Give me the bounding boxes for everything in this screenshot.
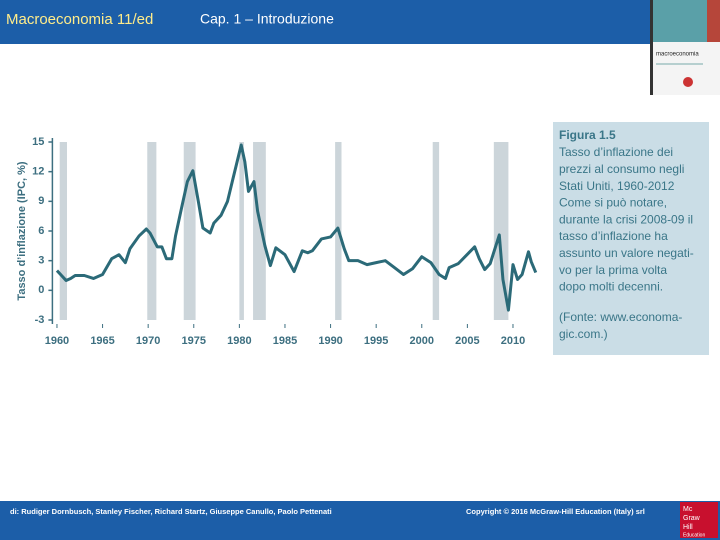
footer-authors: di: Rudiger Dornbusch, Stanley Fischer, … [10,507,332,516]
x-tick-label: 1960 [45,335,69,347]
caption-box [553,122,709,355]
logo-bg [680,502,718,538]
caption-source: gic.com.) [559,327,608,341]
x-tick-label: 1965 [90,335,114,347]
recession-band [59,142,67,320]
y-axis-label: Tasso d’inflazione (IPC, %) [16,161,28,300]
recession-band [493,142,509,320]
book-cover: macroeconomia [650,0,720,95]
x-tick-label: 1970 [136,335,160,347]
recession-band [253,142,266,320]
chart: -3 0 3 6 9 12 15 1960 1965 1970 1975 1980 1985 1990 19… [16,136,538,347]
y-tick-label: 3 [38,255,44,267]
caption-line: prezzi al consumo negli [559,162,684,176]
x-tick-label: 1990 [318,335,342,347]
cover-art [652,0,707,42]
y-tick-label: 12 [32,166,44,178]
caption-line: Tasso d’inflazione dei [559,145,673,159]
logo-text: Hill [683,524,693,531]
y-tick-label: 6 [38,225,44,237]
x-tick-label: 1980 [227,335,251,347]
cover-edge [650,0,653,95]
x-tick-label: 1975 [182,335,206,347]
recession-band [183,142,196,320]
caption-figure: Figura 1.5 [559,128,616,142]
caption: Figura 1.5 Tasso d’inflazione dei prezzi … [559,128,694,341]
x-tick-label: 2000 [410,335,434,347]
recession-band [239,142,244,320]
x-tick-label: 1995 [364,335,388,347]
cover-title: macroeconomia [656,52,699,58]
cover-spine [707,0,720,42]
y-tick-label: 15 [32,136,44,148]
x-tick-label: 1985 [273,335,297,347]
x-tick-label: 2010 [501,335,525,347]
publisher-logo: Mc Graw Hill Education [680,502,718,538]
caption-line: Stati Uniti, 1960-2012 [559,179,675,193]
footer-copyright: Copyright © 2016 McGraw-Hill Education (… [466,507,645,516]
header-title: Macroeconomia 11/ed [6,11,153,28]
header-bar [0,0,650,44]
recession-band [147,142,157,320]
logo-text: Education [683,532,705,538]
recession-band [432,142,440,320]
caption-line: durante la crisi 2008-09 il [559,212,693,226]
y-tick-label: 0 [38,284,44,296]
caption-line: vo per la prima volta [559,263,667,277]
caption-line: Come si può notare, [559,196,667,210]
footer-bar [0,501,720,540]
caption-line: assunto un valore negati- [559,246,694,260]
x-tick-label: 2005 [455,335,479,347]
cover-logo [683,77,693,87]
header-chapter: Cap. 1 – Introduzione [200,11,334,27]
logo-text: Graw [683,515,701,522]
caption-line: dopo molti decenni. [559,280,663,294]
y-tick-label: 9 [38,195,44,207]
line-series [55,143,538,312]
y-tick-label: -3 [35,314,45,326]
caption-source: (Fonte: www.economa- [559,310,682,324]
logo-text: Mc [683,506,693,513]
caption-line: tasso d’inflazione ha [559,229,668,243]
